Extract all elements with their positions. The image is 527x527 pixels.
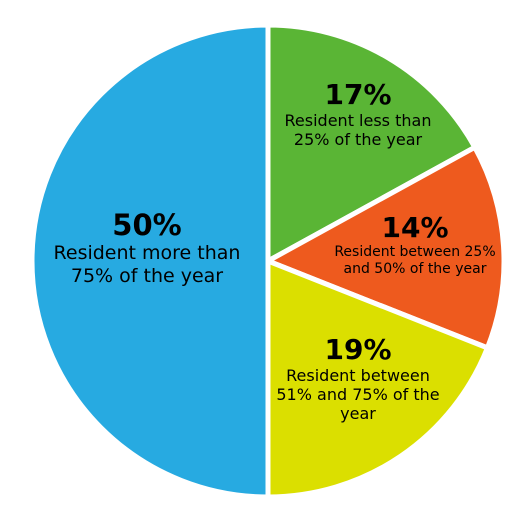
value-label: 19%	[324, 335, 392, 366]
label-box: 50% Resident more than 75% of the year	[47, 210, 247, 287]
slice-label: 17%Resident less than 25% of the year	[283, 80, 433, 149]
pie-slice	[265, 144, 507, 351]
slice-label: 14%Resident between 25% and 50% of the y…	[333, 213, 498, 277]
slice-label: 50%Resident more than 75% of the year	[47, 210, 247, 287]
category-label: Resident between 25% and 50% of the year	[334, 243, 496, 277]
label-box: 17% Resident less than 25% of the year	[283, 80, 433, 149]
pie-slice	[29, 22, 271, 500]
category-label: Resident more than 75% of the year	[53, 241, 241, 287]
value-label: 17%	[324, 80, 392, 111]
category-label: Resident less than 25% of the year	[284, 110, 432, 149]
value-label: 50%	[112, 210, 182, 242]
category-label: Resident between 51% and 75% of the year	[276, 365, 440, 424]
label-box: 14% Resident between 25% and 50% of the y…	[333, 213, 498, 277]
label-box: 19% Resident between 51% and 75% of the y…	[268, 335, 448, 423]
pie-slice	[265, 258, 490, 500]
value-label: 14%	[381, 213, 449, 244]
pie-slice	[265, 22, 478, 264]
slice-label: 19%Resident between 51% and 75% of the y…	[268, 335, 448, 423]
